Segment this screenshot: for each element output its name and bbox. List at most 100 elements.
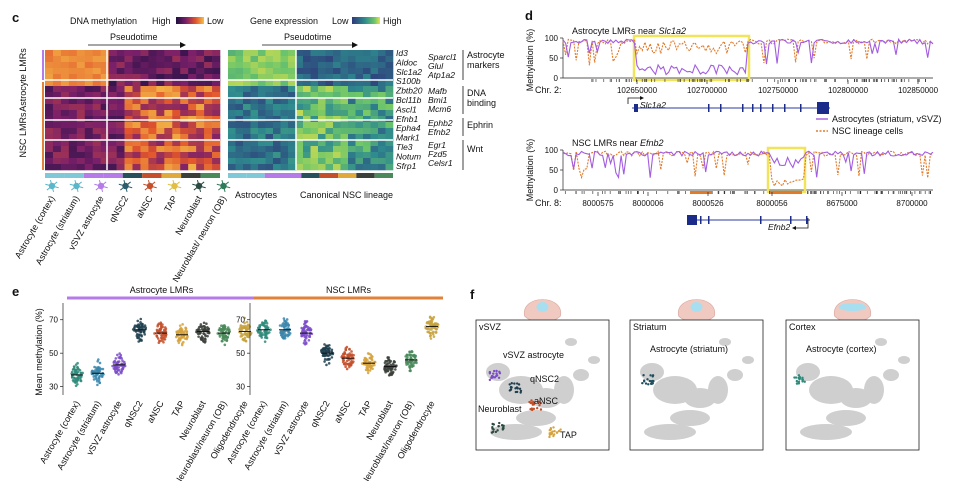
expression-cell bbox=[258, 116, 266, 123]
expression-cell bbox=[310, 104, 319, 111]
umap-cell-label: Astrocyte (cortex) bbox=[806, 344, 877, 354]
methylation-cell bbox=[180, 74, 189, 81]
panel-c-label: c bbox=[12, 10, 19, 25]
expression-cell bbox=[348, 56, 356, 63]
methylation-cell bbox=[196, 56, 205, 63]
expression-cell bbox=[273, 146, 281, 153]
d-bottom-tick: 8000575 bbox=[582, 199, 614, 208]
expression-cell bbox=[340, 62, 349, 69]
methylation-cell bbox=[188, 86, 197, 93]
expression-cell bbox=[340, 128, 349, 135]
violin bbox=[320, 343, 335, 367]
expression-cell bbox=[250, 104, 259, 111]
expression-cell bbox=[355, 164, 364, 171]
expression-cell bbox=[303, 68, 311, 75]
violin bbox=[70, 361, 84, 388]
expression-cell bbox=[243, 158, 251, 165]
methylation-cell bbox=[108, 50, 117, 57]
track-ytick: 0 bbox=[554, 186, 559, 195]
expression-cell bbox=[250, 80, 259, 87]
expression-cell bbox=[348, 140, 356, 147]
gene-label: Bcl11b bbox=[396, 95, 422, 105]
expression-cell bbox=[348, 86, 356, 93]
expression-cell bbox=[258, 134, 266, 141]
expression-cell bbox=[295, 74, 304, 81]
expression-cell bbox=[333, 164, 341, 171]
expression-cell bbox=[243, 62, 251, 69]
methylation-cell bbox=[132, 122, 141, 129]
expression-cell bbox=[235, 68, 244, 75]
expression-cell bbox=[295, 146, 304, 153]
methylation-cell bbox=[132, 56, 141, 63]
expression-cell bbox=[348, 152, 356, 159]
expression-cell bbox=[355, 110, 364, 117]
methylation-cell bbox=[180, 152, 189, 159]
methylation-cell bbox=[124, 146, 133, 153]
methylation-cell bbox=[156, 164, 165, 171]
methylation-cell bbox=[172, 74, 181, 81]
expression-cell bbox=[325, 122, 334, 129]
e-category-label: qNSC2 bbox=[309, 399, 332, 429]
expression-cell bbox=[265, 134, 274, 141]
expression-cell bbox=[310, 56, 319, 63]
d-bottom-tick: 8700000 bbox=[896, 199, 928, 208]
methylation-cell bbox=[148, 68, 157, 75]
methylation-cell bbox=[164, 50, 173, 57]
methylation-cell bbox=[180, 128, 189, 135]
methylation-cell bbox=[156, 134, 165, 141]
expression-cell bbox=[273, 140, 281, 147]
expression-cell bbox=[355, 116, 364, 123]
methylation-cell bbox=[108, 110, 117, 117]
methylation-cell bbox=[212, 116, 221, 123]
expression-cell bbox=[340, 140, 349, 147]
expression-cell bbox=[228, 158, 236, 165]
expression-cell bbox=[303, 80, 311, 87]
methylation-cell bbox=[148, 152, 157, 159]
methylation-cell bbox=[188, 140, 197, 147]
expression-cell bbox=[265, 146, 274, 153]
expression-high: High bbox=[383, 16, 402, 26]
cell-type-strip bbox=[374, 173, 393, 178]
umap-cell-label: Neuroblast bbox=[478, 404, 522, 414]
expression-cell bbox=[333, 56, 341, 63]
expression-cell bbox=[370, 140, 379, 147]
umap-highlight-cells bbox=[641, 374, 655, 386]
gene-efnb2-label: Efnb2 bbox=[768, 222, 790, 232]
expression-cell bbox=[355, 104, 364, 111]
methylation-cell bbox=[204, 122, 213, 129]
violin bbox=[340, 345, 355, 371]
methylation-cell bbox=[92, 140, 101, 147]
expression-cell bbox=[348, 128, 356, 135]
track-ytick: 50 bbox=[549, 166, 558, 175]
methylation-cell bbox=[100, 134, 109, 141]
expression-cell bbox=[385, 116, 394, 123]
methylation-cell bbox=[188, 62, 197, 69]
methylation-cell bbox=[148, 158, 157, 165]
methylation-cell bbox=[164, 86, 173, 93]
cell-type-strip bbox=[64, 173, 84, 178]
methylation-cell bbox=[180, 56, 189, 63]
methylation-cell bbox=[188, 80, 197, 87]
expression-cell bbox=[318, 146, 326, 153]
methylation-cell bbox=[204, 74, 213, 81]
methylation-cell bbox=[164, 92, 173, 99]
expression-cell bbox=[318, 152, 326, 159]
expression-cell bbox=[273, 116, 281, 123]
methylation-cell bbox=[52, 56, 62, 63]
expression-cell bbox=[340, 116, 349, 123]
expression-cell bbox=[265, 86, 274, 93]
expression-cell bbox=[280, 110, 289, 117]
methylation-cell bbox=[164, 62, 173, 69]
methylation-cell bbox=[116, 50, 125, 57]
expression-cell bbox=[288, 146, 296, 153]
exon bbox=[806, 216, 808, 224]
d-top-tick: 102700000 bbox=[687, 86, 728, 95]
expression-cell bbox=[303, 104, 311, 111]
methylation-cell bbox=[68, 140, 78, 147]
methylation-cell bbox=[108, 140, 117, 147]
legend-nsc-label: NSC lineage cells bbox=[832, 126, 904, 136]
expression-cell bbox=[333, 68, 341, 75]
astro-series-line bbox=[562, 37, 934, 76]
expression-cell bbox=[325, 152, 334, 159]
